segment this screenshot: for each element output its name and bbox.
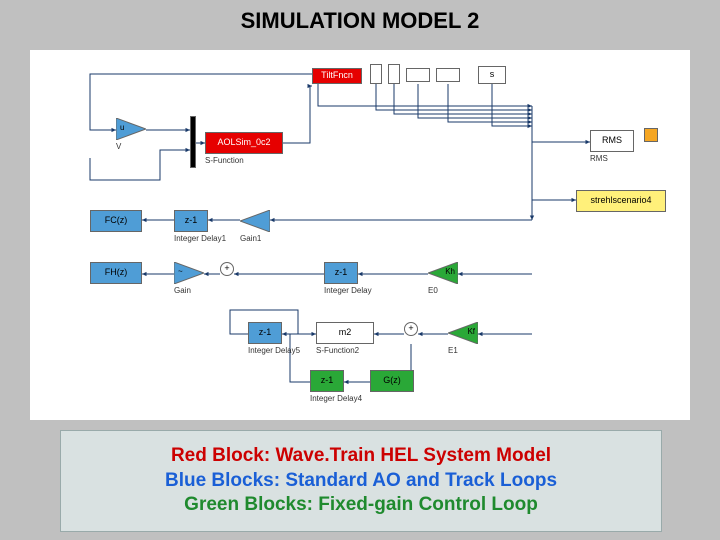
label-u: V: [116, 142, 121, 151]
block-box_s: s: [478, 66, 506, 84]
slide-title: SIMULATION MODEL 2: [0, 8, 720, 34]
block-box_c: [406, 68, 430, 82]
block-box_d: [436, 68, 460, 82]
block-delay5: z-1: [248, 322, 282, 344]
block-sfunc: AOLSim_0c2: [205, 132, 283, 154]
wire-layer: [30, 50, 690, 420]
label-delay4: Integer Delay4: [310, 394, 362, 403]
label-rms: RMS: [590, 154, 608, 163]
label-sfunc: S-Function: [205, 156, 244, 165]
label-delay5: Integer Delay5: [248, 346, 300, 355]
block-sum0: +: [220, 262, 234, 276]
block-sum1: +: [404, 322, 418, 336]
block-fhz: FH(z): [90, 262, 142, 284]
block-gain: ~: [174, 262, 204, 284]
block-delay4: z-1: [310, 370, 344, 392]
block-rmsor: [644, 128, 658, 142]
block-kh: Kh: [428, 262, 458, 284]
label-delay: Integer Delay: [324, 286, 372, 295]
block-fcz: FC(z): [90, 210, 142, 232]
block-delay: z-1: [324, 262, 358, 284]
label-kh: E0: [428, 286, 438, 295]
legend-box: Red Block: Wave.Train HEL System Model B…: [60, 430, 662, 532]
block-gain1: [240, 210, 270, 232]
legend-green: Green Blocks: Fixed-gain Control Loop: [184, 493, 538, 518]
block-u: u: [116, 118, 146, 140]
block-delay1: z-1: [174, 210, 208, 232]
label-gain1: Gain1: [240, 234, 261, 243]
block-box_a: [370, 64, 382, 84]
block-box_b: [388, 64, 400, 84]
block-kf: Kf: [448, 322, 478, 344]
block-strehl: strehlscenario4: [576, 190, 666, 212]
label-kf: E1: [448, 346, 458, 355]
label-sfunc2: S-Function2: [316, 346, 359, 355]
block-sfunc2: m2: [316, 322, 374, 344]
block-mux: [190, 116, 196, 168]
label-gain: Gain: [174, 286, 191, 295]
legend-blue: Blue Blocks: Standard AO and Track Loops: [165, 469, 557, 494]
legend-red: Red Block: Wave.Train HEL System Model: [171, 444, 551, 469]
diagram-canvas: TiltFncn s AOLSim_0c2 S-Function FC(z) FH(z) z…: [30, 50, 690, 420]
label-delay1: Integer Delay1: [174, 234, 226, 243]
block-gz: G(z): [370, 370, 414, 392]
block-rms: RMS: [590, 130, 634, 152]
block-tilt: TiltFncn: [312, 68, 362, 84]
slide-root: SIMULATION MODEL 2 TiltFncn s AOLSim_0c2 S-…: [0, 0, 720, 540]
